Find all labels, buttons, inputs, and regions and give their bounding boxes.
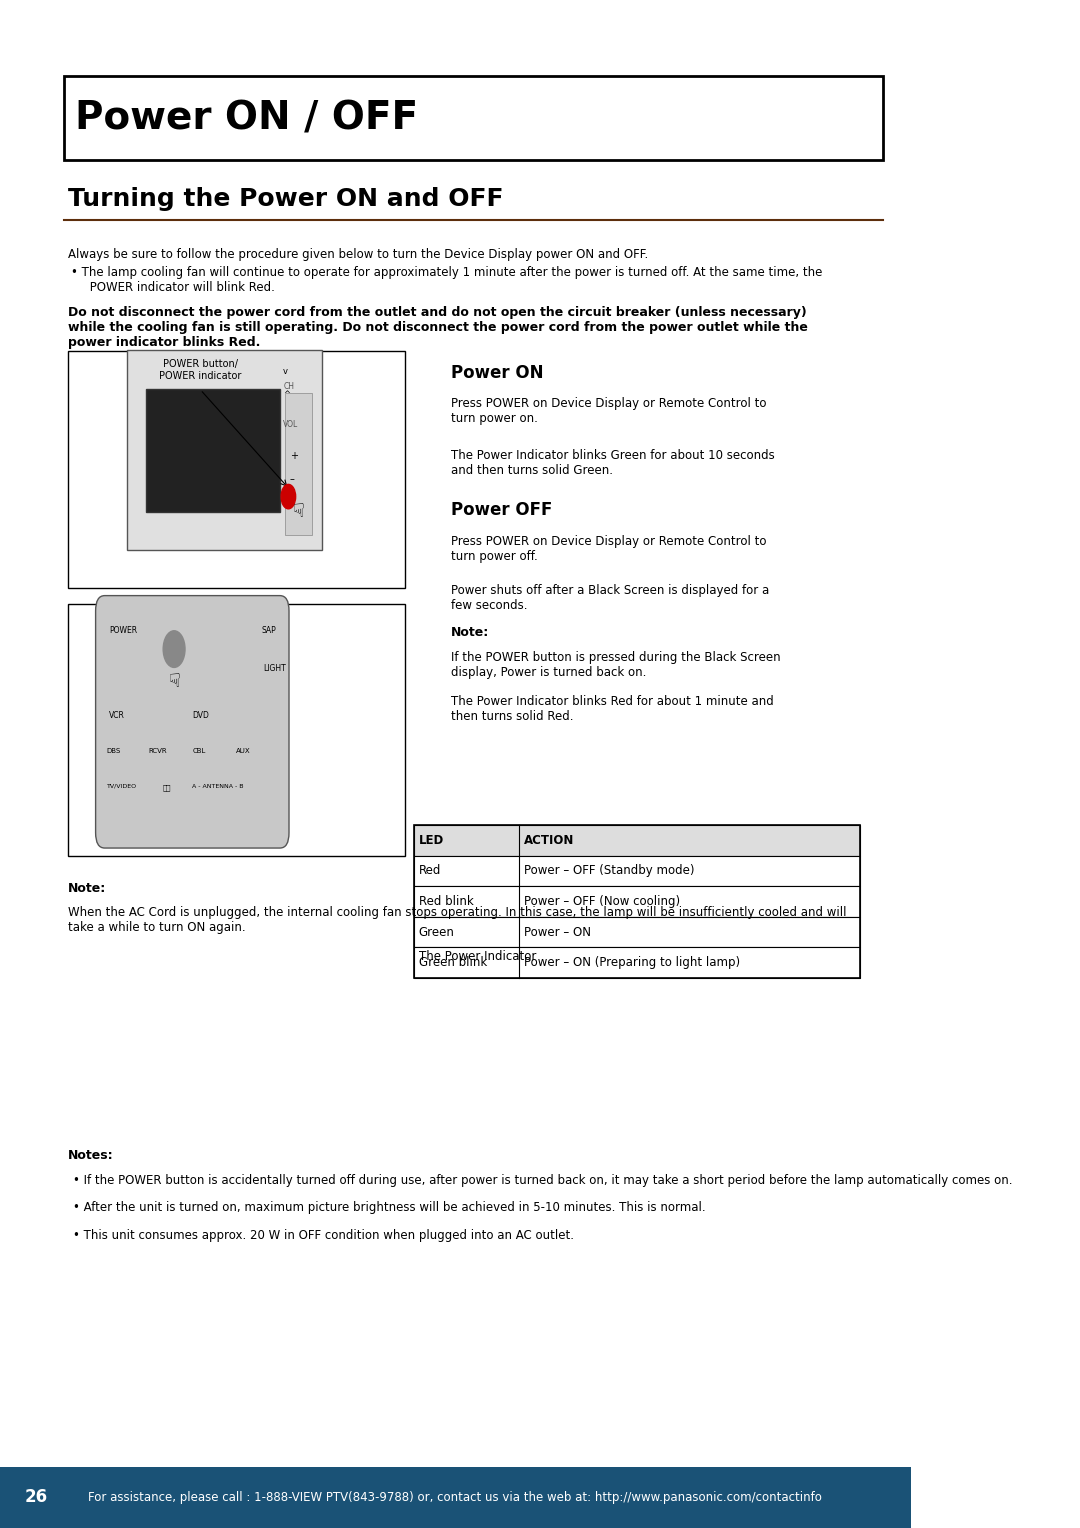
- FancyBboxPatch shape: [64, 76, 883, 160]
- Text: • If the POWER button is accidentally turned off during use, after power is turn: • If the POWER button is accidentally tu…: [72, 1174, 1012, 1187]
- Text: Notes:: Notes:: [68, 1149, 113, 1163]
- Text: Press POWER on Device Display or Remote Control to
turn power on.: Press POWER on Device Display or Remote …: [450, 397, 766, 425]
- Text: Power OFF: Power OFF: [450, 501, 552, 520]
- Bar: [0, 1467, 910, 1528]
- Text: DVD: DVD: [192, 711, 210, 720]
- Text: • The lamp cooling fan will continue to operate for approximately 1 minute after: • The lamp cooling fan will continue to …: [71, 266, 822, 293]
- Text: Power ON: Power ON: [450, 364, 543, 382]
- Text: Power – ON (Preparing to light lamp): Power – ON (Preparing to light lamp): [524, 957, 740, 969]
- Text: Green: Green: [419, 926, 455, 938]
- FancyBboxPatch shape: [415, 856, 861, 886]
- Text: LIGHT: LIGHT: [264, 665, 286, 674]
- Text: Press POWER on Device Display or Remote Control to
turn power off.: Press POWER on Device Display or Remote …: [450, 535, 766, 562]
- Text: VCR: VCR: [109, 711, 125, 720]
- FancyBboxPatch shape: [127, 350, 322, 550]
- FancyBboxPatch shape: [415, 947, 861, 978]
- FancyBboxPatch shape: [146, 388, 281, 512]
- Text: RCVR: RCVR: [149, 749, 167, 755]
- Text: ACTION: ACTION: [524, 834, 573, 847]
- Text: 26: 26: [25, 1488, 48, 1507]
- Text: Power shuts off after a Black Screen is displayed for a
few seconds.: Power shuts off after a Black Screen is …: [450, 584, 769, 611]
- Text: Ⓢⓓ: Ⓢⓓ: [163, 784, 172, 790]
- FancyBboxPatch shape: [415, 886, 861, 917]
- Text: AUX: AUX: [237, 749, 251, 755]
- Text: v: v: [283, 367, 288, 376]
- Text: The Power Indicator blinks Red for about 1 minute and
then turns solid Red.: The Power Indicator blinks Red for about…: [450, 695, 773, 723]
- Text: For assistance, please call : 1-888-VIEW PTV(843-9788) or, contact us via the we: For assistance, please call : 1-888-VIEW…: [89, 1491, 822, 1504]
- Text: Note:: Note:: [450, 626, 489, 640]
- Text: TV/VIDEO: TV/VIDEO: [107, 784, 137, 788]
- Text: Red: Red: [419, 865, 442, 877]
- Text: CH: CH: [283, 382, 294, 391]
- Circle shape: [163, 631, 185, 668]
- FancyBboxPatch shape: [68, 604, 405, 856]
- Text: Power – ON: Power – ON: [524, 926, 591, 938]
- Text: Do not disconnect the power cord from the outlet and do not open the circuit bre: Do not disconnect the power cord from th…: [68, 306, 808, 348]
- FancyBboxPatch shape: [285, 393, 312, 535]
- Text: CBL: CBL: [192, 749, 205, 755]
- Text: Power – OFF (Standby mode): Power – OFF (Standby mode): [524, 865, 694, 877]
- Text: Green blink: Green blink: [419, 957, 487, 969]
- FancyBboxPatch shape: [415, 917, 861, 947]
- Text: Power ON / OFF: Power ON / OFF: [75, 99, 418, 138]
- Circle shape: [281, 484, 296, 509]
- Text: Red blink: Red blink: [419, 895, 474, 908]
- Text: If the POWER button is pressed during the Black Screen
display, Power is turned : If the POWER button is pressed during th…: [450, 651, 781, 678]
- Text: POWER button/
POWER indicator: POWER button/ POWER indicator: [159, 359, 242, 380]
- Text: Note:: Note:: [68, 882, 107, 895]
- Text: DBS: DBS: [107, 749, 121, 755]
- Text: • After the unit is turned on, maximum picture brightness will be achieved in 5-: • After the unit is turned on, maximum p…: [72, 1201, 705, 1215]
- Text: ^: ^: [283, 390, 291, 399]
- Text: A - ANTENNA - B: A - ANTENNA - B: [192, 784, 244, 788]
- Text: When the AC Cord is unplugged, the internal cooling fan stops operating. In this: When the AC Cord is unplugged, the inter…: [68, 906, 847, 934]
- Text: ☟: ☟: [168, 672, 180, 691]
- Text: LED: LED: [419, 834, 444, 847]
- Text: ☟: ☟: [293, 503, 305, 521]
- Text: POWER: POWER: [109, 626, 137, 636]
- Text: Power – OFF (Now cooling): Power – OFF (Now cooling): [524, 895, 679, 908]
- Text: Always be sure to follow the procedure given below to turn the Device Display po: Always be sure to follow the procedure g…: [68, 248, 649, 261]
- Text: The Power Indicator blinks Green for about 10 seconds
and then turns solid Green: The Power Indicator blinks Green for abo…: [450, 449, 774, 477]
- FancyBboxPatch shape: [415, 825, 861, 856]
- Text: VOL: VOL: [283, 420, 298, 429]
- Text: • This unit consumes approx. 20 W in OFF condition when plugged into an AC outle: • This unit consumes approx. 20 W in OFF…: [72, 1229, 573, 1242]
- Text: SAP: SAP: [261, 626, 276, 636]
- Text: Turning the Power ON and OFF: Turning the Power ON and OFF: [68, 186, 503, 211]
- Text: The Power Indicator: The Power Indicator: [419, 950, 537, 964]
- Text: +

–: + –: [289, 451, 298, 484]
- FancyBboxPatch shape: [96, 596, 289, 848]
- FancyBboxPatch shape: [68, 351, 405, 588]
